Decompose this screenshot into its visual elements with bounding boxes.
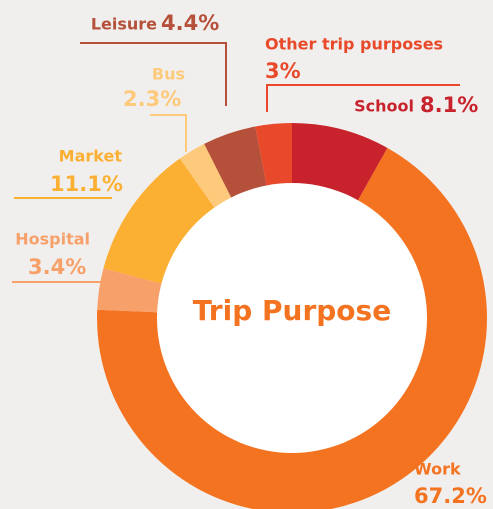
donut-hole: [157, 183, 427, 453]
category-label: Hospital: [15, 230, 90, 249]
value-label: 3%: [265, 59, 301, 83]
category-label: Other trip purposes: [265, 35, 443, 54]
category-label: Leisure: [91, 15, 157, 34]
category-label: Bus: [152, 65, 185, 84]
value-label: 3.4%: [28, 255, 86, 279]
leader-line: [266, 84, 460, 112]
value-label: 8.1%: [420, 93, 478, 117]
category-label: Work: [414, 460, 461, 479]
value-label: 2.3%: [123, 87, 181, 111]
value-label: 4.4%: [161, 11, 219, 35]
category-label: Market: [59, 147, 123, 166]
leader-line: [80, 42, 227, 106]
leader-line: [150, 114, 187, 152]
value-label: 67.2%: [414, 484, 487, 508]
category-label: School: [354, 97, 414, 116]
chart-title: Trip Purpose: [193, 294, 391, 327]
value-label: 11.1%: [50, 172, 123, 196]
